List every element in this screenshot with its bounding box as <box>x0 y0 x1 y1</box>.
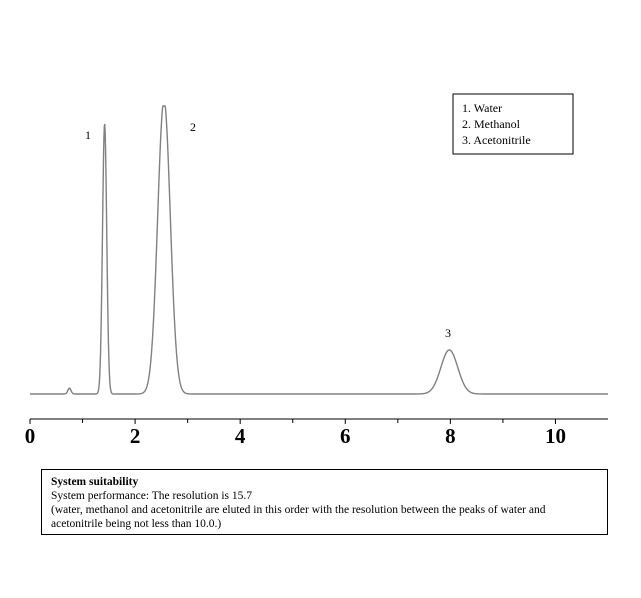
peak-label-2: 2 <box>190 120 196 134</box>
x-tick-label-4: 4 <box>235 424 246 448</box>
x-tick-label-2: 2 <box>130 424 141 448</box>
x-tick-label-10: 10 <box>545 424 566 448</box>
legend-box <box>452 93 574 155</box>
elution-order-note: (water, methanol and acetonitrile are el… <box>51 504 546 530</box>
legend: 1. Water 2. Methanol 3. Acetonitrile <box>452 93 574 155</box>
system-suitability-box: System suitability System performance: T… <box>41 469 608 535</box>
x-axis-ticks <box>29 419 556 424</box>
x-tick-label-8: 8 <box>445 424 456 448</box>
system-performance-text: System performance: The resolution is 15… <box>51 490 252 502</box>
peak-label-3: 3 <box>445 326 451 340</box>
peak-labels: 1 2 3 <box>85 120 451 340</box>
x-tick-label-6: 6 <box>340 424 351 448</box>
x-tick-label-0: 0 <box>25 424 36 448</box>
peak-label-1: 1 <box>85 128 91 142</box>
legend-entry-2: 2. Methanol <box>462 117 521 131</box>
system-suitability-title: System suitability <box>51 476 139 488</box>
legend-entry-3: 3. Acetonitrile <box>462 133 531 147</box>
x-axis-tick-labels: 0 2 4 6 8 10 <box>25 424 566 448</box>
legend-entry-1: 1. Water <box>462 101 502 115</box>
chromatogram-trace <box>30 105 608 395</box>
